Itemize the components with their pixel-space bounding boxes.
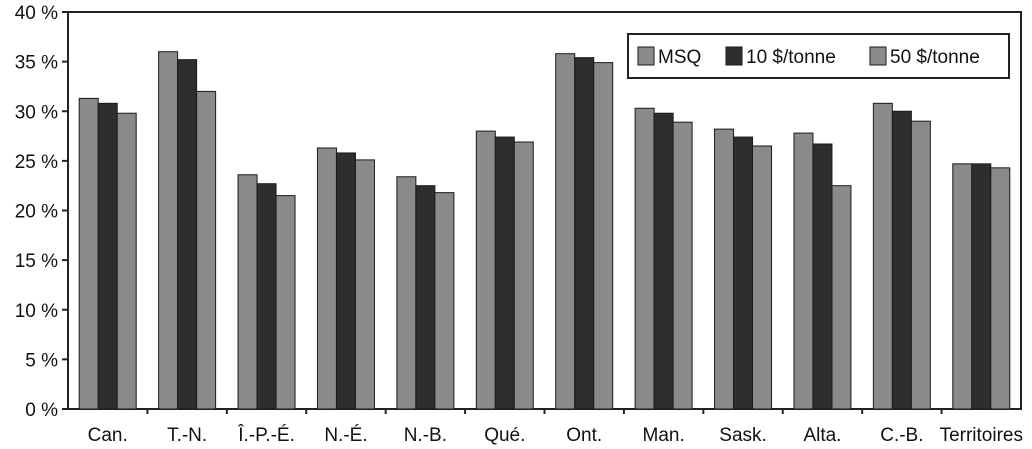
bar: [752, 145, 773, 410]
bar: [513, 141, 534, 410]
bar: [910, 120, 931, 410]
bar: [396, 176, 417, 410]
bar: [971, 163, 992, 410]
bar: [316, 147, 337, 410]
bar: [990, 167, 1011, 410]
bar: [494, 136, 515, 410]
y-tick-label: 20 %: [15, 202, 58, 223]
y-tick-label: 5 %: [25, 350, 58, 371]
bar: [475, 130, 496, 410]
bar: [733, 136, 754, 410]
legend-swatch: [869, 46, 887, 66]
y-tick-label: 30 %: [15, 102, 58, 123]
bar: [812, 143, 833, 410]
bar: [653, 112, 674, 410]
y-tick-label: 35 %: [15, 53, 58, 74]
bar: [714, 128, 735, 410]
y-tick-label: 10 %: [15, 301, 58, 322]
x-tick-label: Ont.: [566, 425, 602, 446]
legend-swatch: [725, 46, 743, 66]
bar: [793, 132, 814, 410]
y-tick-label: 25 %: [15, 152, 58, 173]
legend-box: [627, 33, 1010, 79]
bar: [275, 195, 296, 410]
x-tick-label: Territoires: [940, 425, 1023, 446]
bars: [78, 51, 1011, 410]
x-tick-label: N.-B.: [404, 425, 447, 446]
bar: [335, 152, 356, 410]
bar: [555, 53, 576, 410]
legend-label: MSQ: [658, 47, 701, 68]
bar: [237, 174, 258, 410]
y-tick-label: 15 %: [15, 251, 58, 272]
bar: [78, 97, 99, 410]
x-axis-labels: Can. T.-N. Î.-P.-É. N.-É. N.-B. Qué. Ont. Man. S…: [88, 409, 1023, 446]
bar: [891, 110, 912, 410]
x-tick-label: Man.: [643, 425, 685, 446]
bar: [831, 185, 852, 410]
bar: [872, 102, 893, 410]
x-tick-label: N.-É.: [324, 425, 367, 446]
bar: [158, 51, 179, 410]
bar: [593, 62, 614, 410]
x-tick-label: Sask.: [719, 425, 767, 446]
x-tick-label: Qué.: [484, 425, 525, 446]
y-axis-ticks: 0 % 5 % 10 % 15 % 20 % 25 % 30 % 35 % 40 %: [15, 3, 68, 421]
bar: [634, 107, 655, 410]
bar: [574, 57, 595, 410]
x-tick-label: T.-N.: [167, 425, 207, 446]
bar: [415, 185, 436, 410]
bar: [196, 90, 217, 410]
x-tick-label: Î.-P.-É.: [237, 424, 295, 446]
bar: [116, 112, 137, 410]
legend-label: 10 $/tonne: [746, 47, 836, 68]
x-tick-label: Alta.: [803, 425, 841, 446]
legend-swatch: [637, 46, 655, 66]
y-tick-label: 0 %: [25, 400, 58, 421]
bar: [177, 59, 198, 410]
legend-label: 50 $/tonne: [890, 47, 980, 68]
y-tick-label: 40 %: [15, 3, 58, 24]
x-tick-label: C.-B.: [880, 425, 923, 446]
bar: [952, 163, 973, 410]
bar: [434, 192, 455, 410]
legend: MSQ 10 $/tonne 50 $/tonne: [627, 33, 1010, 79]
bar: [256, 183, 277, 410]
bar: [672, 121, 693, 410]
bar: [354, 159, 375, 410]
bar: [97, 102, 118, 410]
x-tick-label: Can.: [88, 425, 128, 446]
